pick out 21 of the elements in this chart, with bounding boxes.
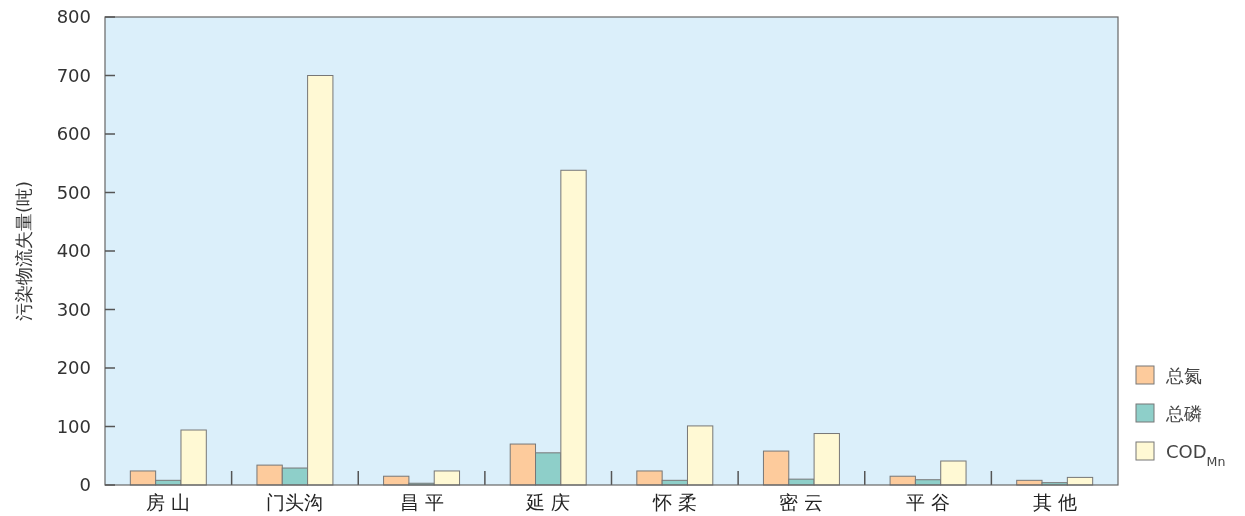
- x-tick-label: 其 他: [1032, 491, 1077, 513]
- y-tick-label: 600: [56, 123, 91, 144]
- y-tick-label: 500: [56, 181, 91, 203]
- y-tick-label: 200: [56, 357, 91, 378]
- y-tick-label: 300: [56, 298, 91, 320]
- x-tick-label: 房 山: [146, 491, 191, 513]
- x-tick-label: 昌 平: [399, 491, 444, 513]
- legend-label: COD$_{Mn}$: [1166, 441, 1226, 469]
- x-tick-label: 怀 柔: [651, 491, 697, 513]
- x-tick-label: 门头沟: [266, 491, 324, 513]
- y-tick-label: 700: [56, 64, 91, 86]
- legend-label: 总磷: [1165, 403, 1202, 424]
- y-tick-label: 400: [56, 240, 91, 261]
- x-tick-label: 密 云: [779, 491, 824, 513]
- y-tick-label: 800: [56, 6, 91, 27]
- y-tick-label: 0: [79, 474, 91, 495]
- y-tick-label: 100: [56, 415, 91, 437]
- legend-label: 总氮: [1165, 365, 1202, 386]
- x-tick-label: 平 谷: [906, 491, 951, 513]
- x-tick-label: 延 庆: [525, 491, 571, 513]
- y-axis-title: 污染物流失量(吨): [13, 180, 34, 322]
